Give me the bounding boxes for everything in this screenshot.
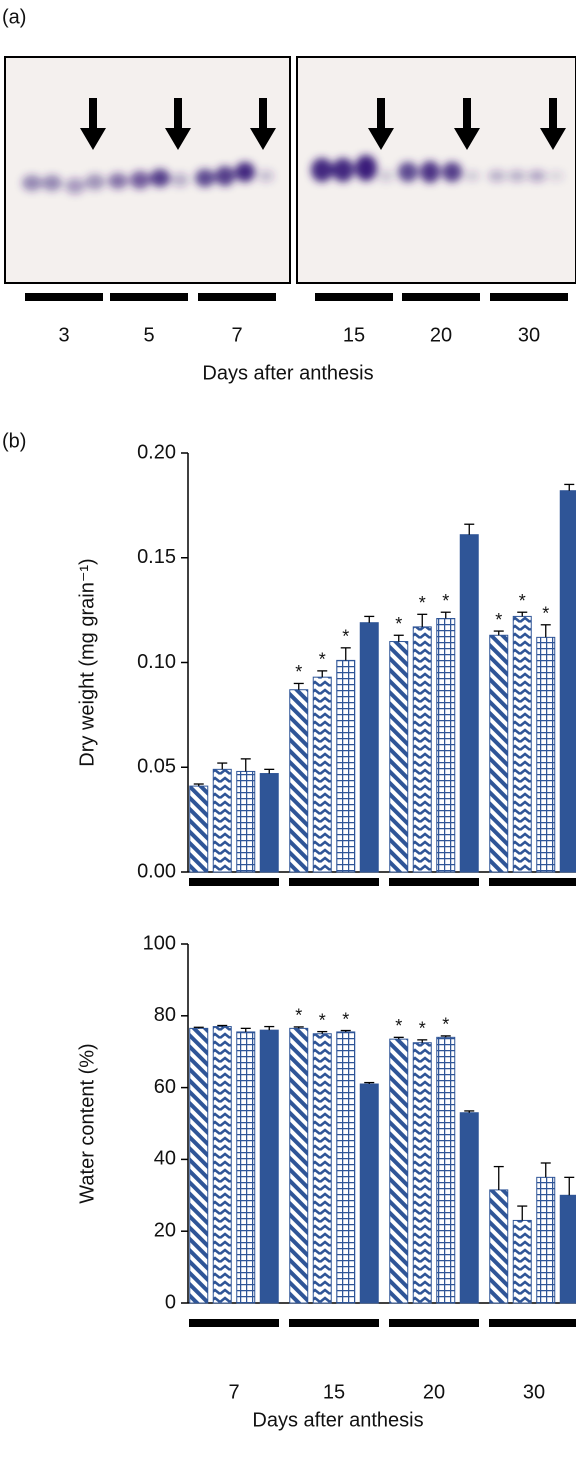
y-tick-label: 80 [154, 1004, 176, 1026]
group-bar [198, 293, 276, 301]
bar [360, 1084, 378, 1303]
y-axis-title: Dry weight (mg grain⁻¹) [76, 558, 98, 766]
bar [390, 1039, 408, 1303]
bar [337, 1032, 355, 1303]
bar [260, 1030, 278, 1303]
bar [390, 642, 408, 872]
y-tick-label: 0.15 [137, 546, 176, 568]
bar [260, 774, 278, 872]
significance-marker: * [442, 1015, 449, 1035]
figure: (a) Days after anthesis (b) 3 5 7 15 20 30 0.0… [0, 0, 576, 1466]
y-tick-label: 0.05 [137, 756, 176, 778]
y-tick-label: 100 [143, 932, 176, 954]
bar [313, 677, 331, 872]
x-axis-title: Days after anthesis [252, 1409, 423, 1431]
bar [490, 635, 508, 872]
bar [190, 786, 208, 872]
x-tick-label: 7 [228, 1381, 239, 1403]
y-tick-label: 20 [154, 1219, 176, 1241]
group-bar [389, 1319, 479, 1327]
bar [337, 660, 355, 872]
group-bar [25, 293, 103, 301]
significance-marker: * [542, 604, 549, 624]
significance-marker: * [395, 1016, 402, 1036]
significance-marker: * [395, 614, 402, 634]
bar [190, 1028, 208, 1303]
group-bar [490, 293, 568, 301]
bar [237, 1032, 255, 1303]
group-label: 7 [231, 324, 242, 346]
group-label: 15 [343, 324, 365, 346]
x-axis-title: Days after anthesis [202, 362, 373, 384]
significance-marker: * [442, 591, 449, 611]
bar [437, 1037, 455, 1303]
bar [460, 535, 478, 872]
y-axis-title: Water content (%) [76, 1043, 98, 1203]
bar [537, 637, 555, 872]
group-bar [110, 293, 188, 301]
y-tick-label: 40 [154, 1148, 176, 1170]
page: (a) Days after anthesis (b) 3 5 7 15 20 30 0.0… [0, 0, 576, 1466]
bar [490, 1190, 508, 1303]
group-label: 30 [518, 324, 540, 346]
significance-marker: * [295, 662, 302, 682]
group-bar [189, 878, 279, 886]
significance-marker: * [419, 593, 426, 613]
x-tick-label: 15 [323, 1381, 345, 1403]
group-label: 20 [430, 324, 452, 346]
panel-label: (a) [2, 6, 26, 28]
gel-image [5, 57, 576, 283]
significance-marker: * [319, 650, 326, 670]
bar [290, 1028, 308, 1303]
bar [213, 1027, 231, 1303]
significance-marker: * [342, 1009, 349, 1029]
group-bar [402, 293, 480, 301]
y-tick-label: 0.00 [137, 860, 176, 882]
group-bar [289, 878, 379, 886]
y-tick-label: 0.10 [137, 651, 176, 673]
bar [413, 627, 431, 872]
bar [560, 1195, 576, 1303]
bar [237, 771, 255, 872]
group-bar [315, 293, 393, 301]
significance-marker: * [342, 627, 349, 647]
x-tick-label: 30 [523, 1381, 545, 1403]
group-bar [489, 1319, 576, 1327]
y-tick-label: 0 [165, 1291, 176, 1313]
significance-marker: * [295, 1006, 302, 1026]
panel-label: (b) [2, 430, 26, 452]
bar [437, 619, 455, 872]
group-bar [289, 1319, 379, 1327]
x-tick-label: 20 [423, 1381, 445, 1403]
bar [560, 491, 576, 872]
bar [313, 1034, 331, 1303]
significance-marker: * [319, 1010, 326, 1030]
bar [290, 690, 308, 872]
group-label: 3 [58, 324, 69, 346]
bar [360, 623, 378, 872]
significance-marker: * [519, 591, 526, 611]
bar [513, 1220, 531, 1303]
bar [537, 1177, 555, 1303]
y-tick-label: 60 [154, 1076, 176, 1098]
group-bar [489, 878, 576, 886]
group-bar [389, 878, 479, 886]
significance-marker: * [419, 1019, 426, 1039]
group-label: 5 [143, 324, 154, 346]
y-tick-label: 0.20 [137, 441, 176, 463]
bar [513, 616, 531, 872]
group-bar [189, 1319, 279, 1327]
bar [460, 1113, 478, 1303]
significance-marker: * [495, 610, 502, 630]
bar [413, 1043, 431, 1303]
bar [213, 769, 231, 872]
